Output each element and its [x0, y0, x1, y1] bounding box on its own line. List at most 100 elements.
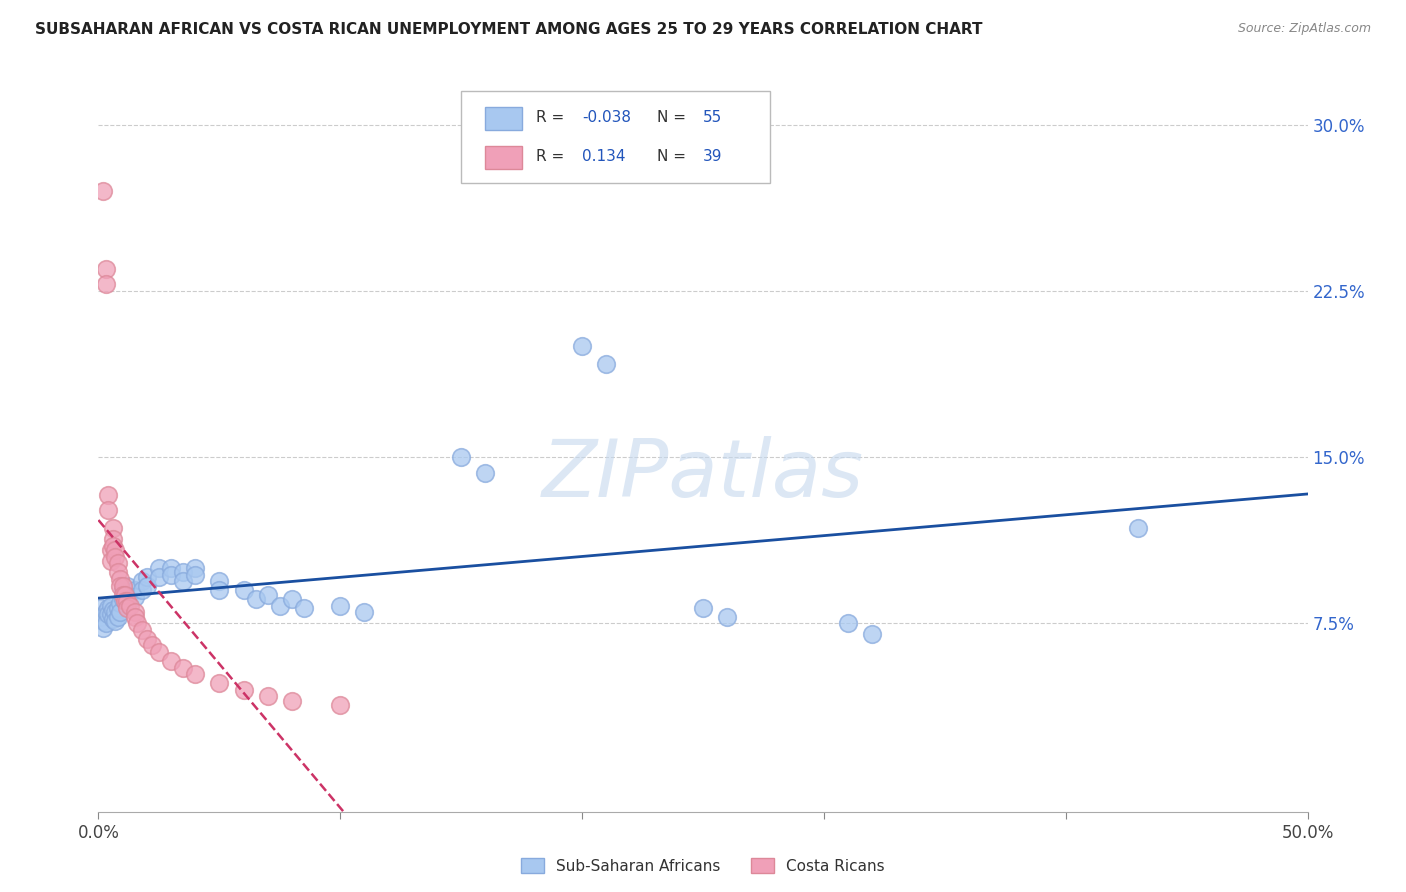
Point	[1128, 521, 1150, 535]
Point	[104, 549, 127, 564]
Point	[124, 605, 146, 619]
Point	[97, 503, 120, 517]
Point	[127, 616, 149, 631]
Point	[114, 587, 136, 601]
Point	[208, 574, 231, 589]
Point	[135, 579, 157, 593]
Point	[595, 357, 617, 371]
Point	[172, 566, 194, 580]
Point	[716, 609, 738, 624]
Point	[90, 609, 112, 624]
Point	[91, 621, 114, 635]
Point	[692, 600, 714, 615]
Point	[94, 277, 117, 292]
Point	[269, 599, 291, 613]
Point	[114, 594, 136, 608]
Point	[135, 632, 157, 646]
Point	[117, 579, 139, 593]
Point	[91, 184, 114, 198]
Text: ZIPatlas: ZIPatlas	[541, 436, 865, 515]
Point	[148, 645, 170, 659]
Point	[124, 590, 146, 604]
Point	[160, 567, 183, 582]
Point	[860, 627, 883, 641]
Point	[117, 594, 139, 608]
Point	[100, 607, 122, 622]
Point	[256, 587, 278, 601]
Point	[474, 466, 496, 480]
Point	[91, 614, 114, 628]
Text: R =: R =	[536, 149, 574, 164]
Point	[90, 600, 112, 615]
Point	[107, 557, 129, 571]
Point	[117, 600, 139, 615]
Point	[353, 605, 375, 619]
Legend: Sub-Saharan Africans, Costa Ricans: Sub-Saharan Africans, Costa Ricans	[515, 852, 891, 880]
Point	[232, 583, 254, 598]
Point	[94, 605, 117, 619]
Point	[104, 543, 127, 558]
Point	[108, 596, 131, 610]
Point	[94, 616, 117, 631]
Point	[118, 599, 141, 613]
Bar	[485, 107, 522, 130]
Point	[107, 609, 129, 624]
Point	[450, 450, 472, 464]
Point	[160, 654, 183, 668]
Point	[97, 488, 120, 502]
Point	[100, 599, 122, 613]
Text: -0.038: -0.038	[582, 110, 631, 125]
Point	[172, 574, 194, 589]
Point	[208, 676, 231, 690]
Point	[184, 561, 207, 575]
Point	[232, 682, 254, 697]
Point	[148, 570, 170, 584]
Point	[256, 690, 278, 704]
Text: N =: N =	[657, 149, 690, 164]
Bar	[485, 145, 522, 169]
Point	[101, 521, 124, 535]
Point	[97, 607, 120, 622]
Point	[111, 591, 134, 606]
Point	[100, 554, 122, 568]
Point	[94, 261, 117, 276]
Point	[172, 660, 194, 674]
Text: 39: 39	[703, 149, 723, 164]
Point	[101, 539, 124, 553]
Point	[117, 587, 139, 601]
Point	[108, 605, 131, 619]
Point	[108, 572, 131, 586]
Point	[184, 567, 207, 582]
Point	[111, 579, 134, 593]
Point	[111, 583, 134, 598]
Text: Source: ZipAtlas.com: Source: ZipAtlas.com	[1237, 22, 1371, 36]
Point	[131, 574, 153, 589]
Text: SUBSAHARAN AFRICAN VS COSTA RICAN UNEMPLOYMENT AMONG AGES 25 TO 29 YEARS CORRELA: SUBSAHARAN AFRICAN VS COSTA RICAN UNEMPL…	[35, 22, 983, 37]
FancyBboxPatch shape	[461, 91, 769, 183]
Point	[837, 616, 859, 631]
Point	[281, 694, 304, 708]
Text: 0.134: 0.134	[582, 149, 626, 164]
Point	[281, 591, 304, 606]
Point	[124, 583, 146, 598]
Point	[184, 667, 207, 681]
Point	[141, 639, 163, 653]
Point	[131, 583, 153, 598]
Point	[104, 614, 127, 628]
Point	[100, 543, 122, 558]
Text: N =: N =	[657, 110, 690, 125]
Point	[571, 339, 593, 353]
Point	[111, 587, 134, 601]
Point	[208, 583, 231, 598]
Point	[104, 605, 127, 619]
Point	[148, 561, 170, 575]
Point	[97, 600, 120, 615]
Point	[108, 579, 131, 593]
Point	[329, 698, 352, 713]
Point	[160, 561, 183, 575]
Point	[124, 609, 146, 624]
Point	[292, 600, 315, 615]
Text: 55: 55	[703, 110, 723, 125]
Point	[101, 532, 124, 546]
Point	[107, 566, 129, 580]
